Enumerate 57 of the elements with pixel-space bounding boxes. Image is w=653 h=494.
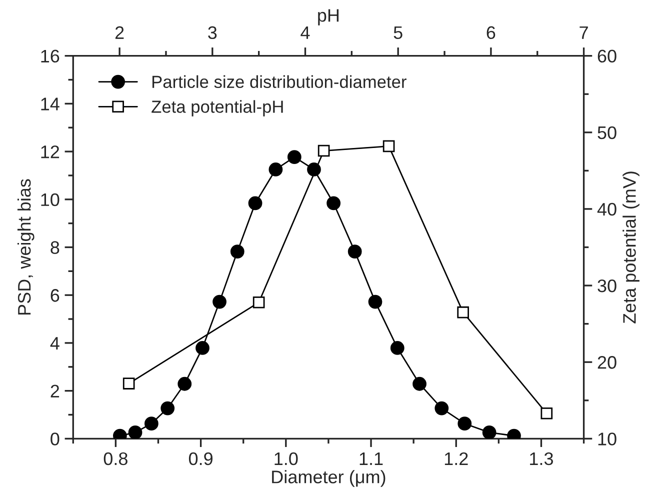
point: [318, 144, 330, 157]
x-tick-label: 1.0: [274, 452, 298, 466]
x-tick-label: 0.8: [104, 452, 128, 466]
point: [348, 244, 362, 258]
x-tick-label: 1.2: [444, 452, 468, 465]
x-tick-label: 1.3: [530, 452, 553, 466]
y-tick-label: 20: [598, 356, 616, 369]
point: [412, 376, 426, 391]
point: [128, 426, 142, 439]
point: [368, 294, 382, 309]
x-tick-label: 6: [486, 26, 496, 40]
x-tick-label: 7: [580, 26, 588, 39]
y-tick-label: 2: [50, 384, 60, 398]
point: [434, 401, 449, 416]
y-tick-label: 10: [598, 432, 616, 446]
y-tick-label: 12: [41, 145, 60, 158]
point: [212, 294, 226, 309]
y-tick-label: 60: [598, 50, 616, 63]
point: [482, 426, 496, 439]
point: [196, 341, 210, 355]
y-tick-label: 6: [50, 289, 60, 302]
x-tick-label: 2: [115, 26, 124, 39]
y-tick-label: 30: [598, 279, 616, 292]
point: [178, 376, 192, 391]
point: [287, 150, 302, 164]
y-tick-label: 10: [41, 193, 60, 206]
y-tick-label: 4: [50, 337, 60, 350]
y-tick-label: 40: [597, 202, 616, 216]
x-axis-title: pH: [318, 9, 339, 26]
x-tick-label: 0.9: [188, 452, 212, 466]
point: [458, 416, 472, 431]
legend-label: Particle size distribution-diameter: [152, 75, 406, 88]
point: [160, 401, 175, 416]
point: [230, 244, 244, 258]
x-tick-label: 3: [208, 26, 217, 40]
y-tick-label: 50: [598, 126, 616, 140]
point: [248, 196, 262, 210]
legend-label: Zeta potential-pH: [152, 100, 283, 116]
point: [268, 162, 283, 176]
x-tick-label: 4: [300, 26, 310, 39]
point: [540, 408, 553, 420]
y-axis-title: Zeta potential (mV): [622, 172, 640, 324]
point: [457, 306, 469, 318]
point: [390, 341, 404, 355]
y-tick-label: 16: [41, 50, 60, 63]
point: [144, 416, 158, 431]
y-axis-title: PSD, weight bias: [17, 179, 34, 315]
x-tick-label: 5: [394, 26, 402, 40]
point: [252, 296, 265, 308]
y-tick-label: 0: [50, 432, 60, 446]
point: [382, 140, 395, 152]
x-tick-label: 1.1: [360, 452, 383, 465]
x-axis-title: Diameter (μm): [272, 470, 386, 487]
y-tick-label: 8: [50, 241, 60, 254]
point: [122, 378, 135, 390]
point: [326, 196, 341, 210]
y-tick-label: 14: [41, 98, 60, 110]
